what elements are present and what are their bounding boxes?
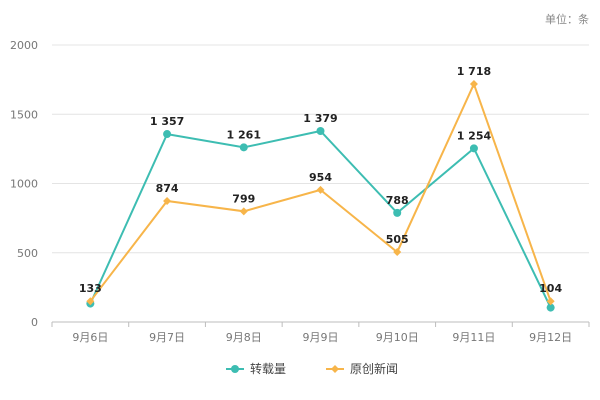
x-tick-label: 9月6日: [72, 331, 108, 344]
legend-label: 转载量: [250, 361, 286, 376]
x-tick-label: 9月12日: [529, 331, 572, 344]
data-label: 104: [539, 282, 562, 295]
data-label: 1 261: [227, 128, 261, 141]
grid-lines: [52, 44, 589, 254]
data-label: 133: [79, 282, 102, 295]
data-point[interactable]: [546, 297, 555, 306]
data-point[interactable]: [546, 303, 555, 312]
axes: 0 500 1000 1500 2000 9月6日 9月7日 9月8日 9月9日 9月10日 9月1…: [10, 39, 590, 344]
legend-item-1[interactable]: 原创新闻: [326, 361, 398, 376]
series-1: [86, 80, 555, 306]
data-point[interactable]: [239, 143, 248, 152]
x-tick-label: 9月11日: [452, 331, 495, 344]
data-label: 1 254: [457, 129, 492, 142]
y-tick-label: 1000: [10, 178, 38, 191]
data-point[interactable]: [469, 80, 478, 89]
series-0: [86, 127, 555, 312]
series-line: [89, 129, 552, 309]
data-point[interactable]: [239, 207, 248, 216]
data-label: 1 357: [150, 115, 184, 128]
y-tick-label: 0: [31, 316, 38, 329]
x-tick-label: 9月7日: [149, 331, 185, 344]
legend-item-0[interactable]: 转载量: [226, 361, 286, 376]
data-label: 874: [156, 182, 179, 195]
data-label: 788: [386, 194, 409, 207]
data-labels: 1 357 1 261 1 379 788 1 254 133 874 799 954 505 1 …: [79, 65, 563, 295]
data-label: 799: [232, 192, 255, 205]
legend[interactable]: 转载量 原创新闻: [226, 361, 398, 376]
data-point[interactable]: [393, 208, 402, 217]
legend-swatch-marker: [331, 365, 339, 373]
y-tick-label: 2000: [10, 39, 38, 52]
data-point[interactable]: [316, 185, 325, 194]
legend-swatch-marker: [231, 365, 239, 373]
data-label: 505: [386, 233, 409, 246]
x-tick-label: 9月9日: [303, 331, 339, 344]
data-point[interactable]: [163, 130, 172, 139]
data-point[interactable]: [163, 196, 172, 205]
data-point[interactable]: [469, 144, 478, 153]
y-tick-label: 500: [17, 247, 38, 260]
series-lines: [86, 80, 555, 312]
data-label: 1 718: [457, 65, 491, 78]
data-point[interactable]: [393, 248, 402, 257]
unit-label: 单位：条: [545, 12, 589, 26]
x-tick-label: 9月10日: [376, 331, 419, 344]
y-tick-label: 1500: [10, 108, 38, 121]
data-point[interactable]: [316, 127, 325, 136]
data-label: 1 379: [303, 112, 337, 125]
data-label: 954: [309, 171, 332, 184]
legend-label: 原创新闻: [350, 361, 398, 376]
x-tick-label: 9月8日: [226, 331, 262, 344]
data-point[interactable]: [86, 297, 95, 306]
